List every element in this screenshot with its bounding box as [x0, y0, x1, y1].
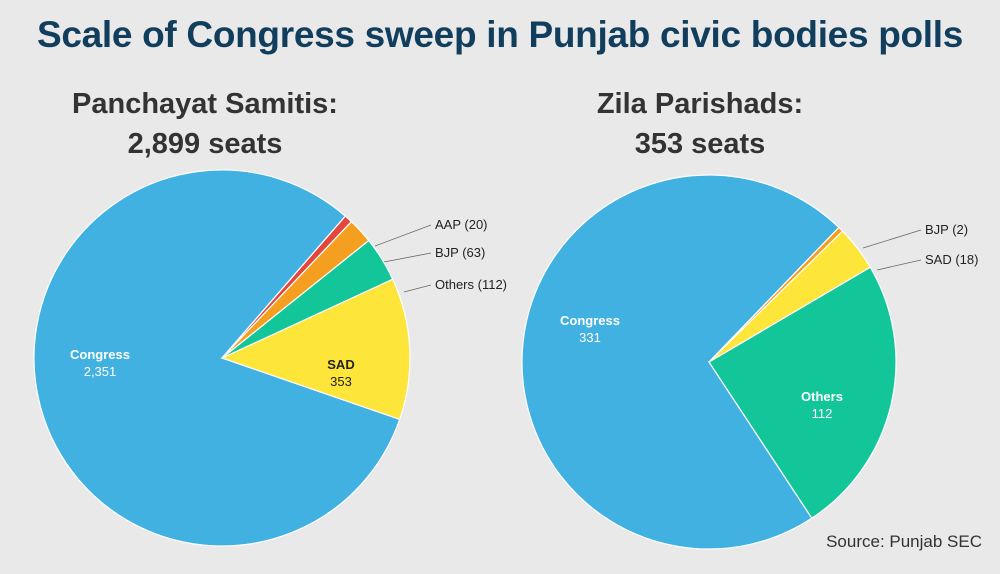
slice-congress — [33, 169, 401, 547]
slice-sad — [220, 278, 411, 421]
leader-sad — [876, 259, 922, 271]
panchayat-samitis-title: Panchayat Samitis: 2,899 seats — [0, 84, 415, 164]
label-others-value: 112 — [812, 406, 833, 421]
panchayat-samitis-title-line1: Panchayat Samitis: — [72, 88, 338, 120]
label-congress-name: Congress — [70, 347, 130, 362]
label-congress-value: 331 — [579, 330, 601, 345]
label-bjp: BJP (2) — [925, 222, 968, 237]
main-title: Scale of Congress sweep in Punjab civic … — [36, 14, 964, 55]
label-congress-name: Congress — [560, 313, 620, 328]
label-sad-value: 353 — [330, 374, 352, 389]
label-congress-value: 2,351 — [84, 364, 117, 379]
label-sad: SAD (18) — [925, 252, 978, 267]
slice-aap — [221, 215, 353, 359]
slice-congress — [521, 174, 840, 550]
slice-others — [708, 266, 897, 520]
label-others-name: Others — [801, 389, 843, 404]
panchayat-samitis-title-line2: 2,899 seats — [127, 128, 283, 160]
panchayat-samitis-pie: Congress 2,351 SAD 353 Others (112) BJP (63) A… — [33, 169, 507, 547]
leader-aap — [374, 224, 432, 247]
zila-parishads-title-line1: Zila Parishads: — [596, 88, 804, 120]
slice-bjp — [708, 226, 844, 363]
leader-bjp — [383, 252, 432, 263]
zila-parishads-pie: Congress 331 Others 112 SAD (18) BJP (2) — [521, 174, 978, 550]
zila-parishads-title-line2: 353 seats — [634, 128, 766, 160]
leader-others — [403, 284, 432, 293]
zila-parishads-title: Zila Parishads: 353 seats — [490, 84, 910, 164]
source-note: Source: Punjab SEC — [826, 532, 982, 551]
leader-bjp — [862, 229, 922, 249]
label-others: Others (112) — [435, 277, 507, 292]
label-aap: AAP (20) — [435, 217, 488, 232]
label-bjp: BJP (63) — [435, 245, 485, 260]
label-sad-name: SAD — [327, 357, 354, 372]
